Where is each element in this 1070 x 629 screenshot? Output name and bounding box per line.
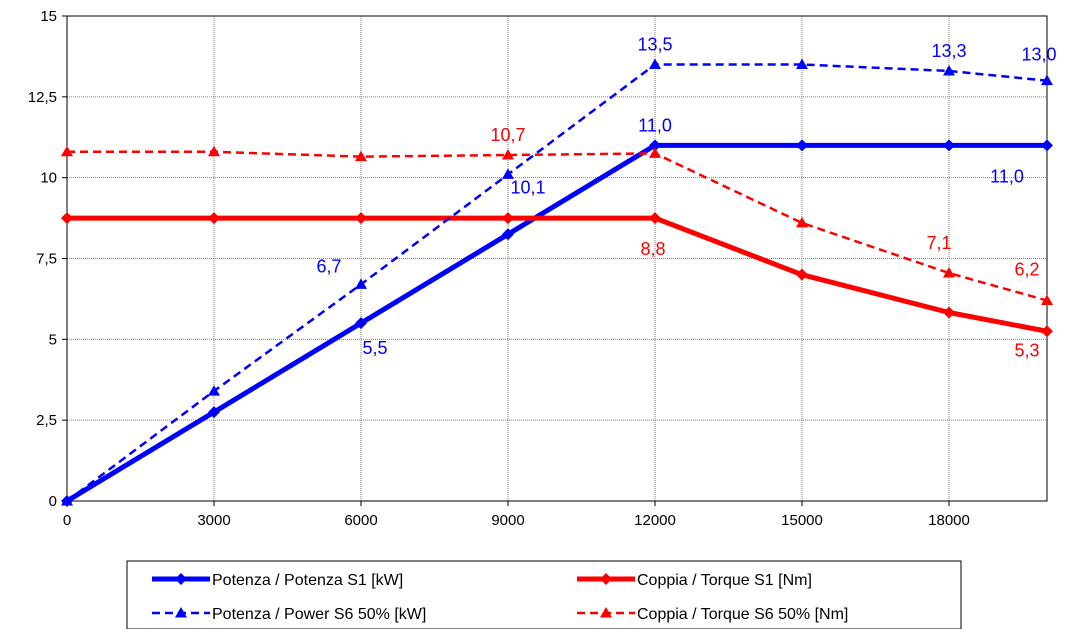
series-4-point (61, 145, 73, 157)
x-tick-label: 18000 (928, 512, 970, 529)
series-4-point (649, 147, 661, 158)
series-3-point (502, 168, 514, 179)
legend-label-4: Coppia / Torque S6 50% [Nm] (637, 606, 848, 623)
series-2-point (1041, 325, 1053, 338)
legend-marker-2 (600, 573, 612, 585)
series-2-point (502, 212, 514, 225)
series-3-point (355, 278, 367, 289)
chart-grid (66, 15, 1048, 502)
data-label: 10,1 (510, 177, 545, 197)
series-3-point (61, 495, 73, 506)
legend-marker-3 (175, 607, 187, 618)
data-label: 5,5 (362, 338, 387, 358)
data-label: 8,8 (640, 239, 665, 259)
series-4-point (796, 216, 808, 228)
x-tick-label: 15000 (781, 512, 823, 529)
series-3-point (649, 58, 661, 69)
data-label: 7,1 (926, 233, 951, 253)
series-4-point (943, 267, 955, 278)
series-3-point (796, 58, 808, 69)
series-line-4 (67, 150, 1048, 302)
y-tick-label: 5 (49, 331, 57, 348)
x-tick-label: 9000 (491, 512, 524, 529)
series-line-1 (65, 142, 1047, 504)
data-label: 10,7 (490, 125, 525, 145)
data-label: 11,0 (990, 166, 1024, 186)
series-2-point (61, 212, 73, 225)
series-4-point (208, 145, 220, 157)
y-tick-label: 2,5 (36, 412, 57, 429)
y-axis: 0 2,5 5 7,5 10 12,5 15 (28, 8, 67, 510)
x-tick-label: 6000 (344, 512, 377, 529)
x-tick-label: 12000 (634, 512, 676, 529)
x-tick-label: 0 (63, 512, 71, 529)
chart-legend: Potenza / Potenza S1 [kW] Coppia / Torque… (126, 560, 962, 629)
series-1-point (1041, 139, 1053, 152)
series-line-2 (67, 215, 1048, 334)
series-2-point (208, 212, 220, 225)
data-label: 6,2 (1014, 260, 1039, 280)
x-axis: 0 3000 6000 9000 12000 15000 18000 (63, 501, 970, 529)
series-3-point (208, 385, 220, 396)
series-2-point (796, 268, 808, 281)
y-tick-label: 12,5 (28, 89, 57, 106)
data-label: 6,7 (316, 256, 341, 276)
y-tick-label: 0 (49, 493, 57, 510)
data-label: 13,3 (931, 41, 966, 61)
series-4-point (1041, 294, 1053, 306)
series-1-point (943, 139, 955, 152)
legend-marker-4 (600, 607, 612, 618)
legend-label-2: Coppia / Torque S1 [Nm] (637, 572, 812, 589)
series-1-point (208, 406, 220, 419)
series-2-point (355, 212, 367, 225)
y-tick-label: 15 (40, 8, 57, 25)
chart-series (61, 58, 1053, 507)
data-label: 5,3 (1014, 340, 1039, 360)
series-line-3 (66, 63, 1048, 503)
series-1-point (502, 228, 514, 241)
legend-box (126, 560, 962, 629)
legend-marker-1 (175, 573, 187, 585)
series-2-point (943, 306, 955, 319)
legend-label-3: Potenza / Power S6 50% [kW] (212, 606, 426, 623)
data-label: 11,0 (638, 115, 672, 135)
chart-data-labels: 13,5 13,3 13,0 10,7 11,0 10,1 11,0 6,7 8,8 7,1 6,2… (316, 35, 1056, 361)
data-label: 13,0 (1021, 45, 1056, 65)
series-1-point (649, 139, 661, 152)
series-3-point (943, 64, 955, 76)
data-label: 13,5 (637, 35, 672, 55)
series-3-point (1041, 74, 1053, 86)
y-tick-label: 7,5 (36, 251, 57, 268)
legend-label-1: Potenza / Potenza S1 [kW] (212, 572, 403, 589)
series-1-point (355, 317, 367, 330)
series-4-point (502, 149, 514, 160)
series-4-point (355, 150, 367, 162)
y-tick-label: 10 (40, 170, 57, 187)
x-tick-label: 3000 (197, 512, 230, 529)
series-1-point (796, 139, 808, 152)
series-2-point (649, 212, 661, 225)
